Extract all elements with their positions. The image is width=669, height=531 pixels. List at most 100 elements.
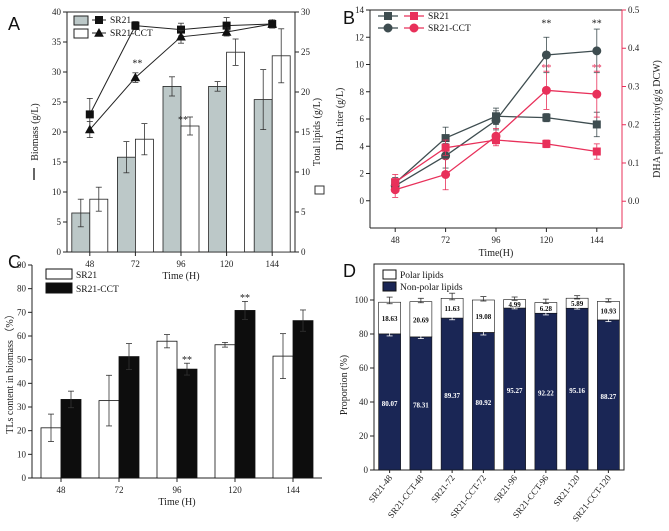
panel-c-bar [176,368,198,479]
panel-b-ytick-right-label: 0.0 [628,196,640,206]
panel-d-legend-swatch [382,269,397,280]
panel-c-ytick-label: 20 [17,426,27,436]
panel-c-ytick-label: 40 [17,378,27,388]
panel-a-bar-sr21-cct [226,51,246,253]
panel-b-ytick-left-label: 10 [355,60,365,70]
panel-d-frame [373,263,625,471]
panel-b-ytick-left-label: 6 [360,114,365,124]
panel-a-ytick-left-label: 25 [52,97,62,107]
panel-a-bar-sr21-cct [134,138,154,253]
panel-b-point [542,139,551,148]
panel-b-point [491,131,501,141]
panel-d-legend-swatch [382,281,397,292]
panel-d-xtick-label: SR21-120 [551,473,582,508]
panel-a-xtick-label: 48 [85,259,95,269]
panel-b-ytick-right-label: 0.2 [628,120,639,130]
panel-a-point-sr21-cct [84,124,95,134]
panel-a-ytick-left-label: 30 [52,67,62,77]
panel-a-legend-swatch [73,15,89,26]
panel-c-ytick-label: 80 [17,284,27,294]
panel-a-ytick-left-label: 5 [57,217,62,227]
panel-b-ytick-left-label: 14 [355,5,365,15]
panel-b-significance: ** [592,63,602,74]
panel-d-xtick-label: SR21-96 [492,473,520,505]
panel-d-legend-label: Polar lipids [400,271,444,281]
panel-b-significance: ** [592,18,602,29]
panel-c-ylabel: TLs content in biomass （%） [4,309,16,433]
panel-d-nonpolar-value: 92.22 [538,390,554,398]
panel-c-legend-swatch [45,268,73,280]
panel-b-xtick-label: 72 [441,235,450,245]
panel-c-xtick-label: 72 [115,485,124,495]
panel-b-ytick-left-label: 8 [360,87,365,97]
panel-c-xtick-label: 48 [57,485,67,495]
panel-a-bar-sr21-cct [180,125,200,253]
panel-b-ytick-right-label: 0.4 [628,43,640,53]
panel-d-xtick-label: SR21-72 [429,473,457,504]
panel-b-point [592,46,602,56]
panel-a-ytick-right-label: 20 [301,87,311,97]
panel-a-legend-marker [95,16,103,24]
panel-a-point-sr21-cct [130,72,141,82]
panel-a-ytick-left-label: 35 [52,37,62,47]
panel-c-bar [214,344,236,479]
panel-a-ytick-left-label: 40 [52,7,62,17]
panel-b-legend-marker [383,23,393,33]
panel-c-legend-swatch [45,282,73,294]
panel-b-legend-marker [410,12,418,20]
panel-c-ytick-label: 0 [22,473,27,483]
panel-b-ytick-left-label: 0 [360,196,365,206]
panel-d-polar-value: 6.28 [540,305,553,313]
panel-d-ylabel: Proportion (%) [339,355,350,415]
panel-c-legend-label: SR21-CCT [76,285,119,295]
panel-c-xlabel: Time (H) [158,497,195,508]
panel-d-polar-value: 20.69 [413,316,429,324]
panel-c-ytick-label: 60 [17,331,27,341]
panel-b-point [542,113,551,122]
panel-a-significance: * [226,27,231,38]
panel-b-point [441,143,450,152]
panel-a-ytick-left-label: 20 [52,127,62,137]
panel-a-significance: ** [178,115,188,126]
panel-c-bar [234,310,256,479]
panel-c-ytick-label: 90 [17,260,27,270]
panel-a-significance: ** [132,58,142,69]
panel-d-nonpolar-value: 89.37 [444,392,460,400]
panel-b-point [592,120,601,129]
panel-d-ytick-label: 60 [359,363,369,373]
panel-c-bar [60,399,82,479]
panel-d-polar-value: 11.63 [444,305,460,313]
panel-b-xlabel: Time(H) [479,248,514,259]
panel-a-bar-sr21-cct [271,55,291,253]
panel-d-polar-value: 10.93 [601,308,617,316]
panel-a-point-sr21-cct [176,31,186,41]
panel-b-ytick-left-label: 12 [355,32,364,42]
panel-a-ylabel-left: Biomass (g/L) [30,103,41,161]
panel-b-xtick-label: 144 [590,235,604,245]
panel-c-xtick-label: 144 [286,485,300,495]
panel-a-point-sr21 [85,110,94,119]
panel-d-legend-label: Non-polar lipids [400,283,463,293]
panel-d-polar-value: 18.63 [382,315,398,323]
panel-b-ytick-left-label: 2 [360,169,365,179]
panel-c-significance: ** [182,355,192,366]
panel-b-legend-label: SR21 [428,12,449,22]
panel-d-nonpolar-value: 95.27 [507,387,523,395]
panel-b-legend-label: SR21-CCT [428,24,471,34]
panel-a-ytick-left-label: 10 [52,187,62,197]
panel-c-ytick-label: 10 [17,449,27,459]
panel-c-xtick-label: 120 [228,485,242,495]
panel-a-legend-marker [94,27,104,37]
panel-c-xtick-label: 96 [173,485,183,495]
panel-b-ytick-right-label: 0.3 [628,81,640,91]
panel-b-point [441,169,451,179]
panel-a-ytick-right-label: 5 [301,207,306,217]
panel-b-point [541,85,551,95]
panel-b-point [390,185,400,195]
panel-a-ylabel-right-key [314,185,325,195]
panel-b-point [592,89,602,99]
panel-b-ytick-right-label: 0.5 [628,5,640,15]
panel-a-ytick-right-label: 25 [301,47,311,57]
panel-a-ytick-right-label: 30 [301,7,311,17]
